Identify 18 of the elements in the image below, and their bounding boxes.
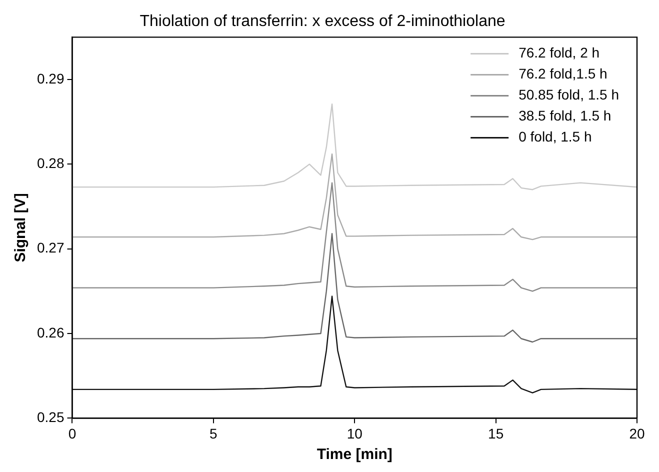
x-tick-label: 10: [346, 425, 363, 442]
y-tick-label: 0.27: [37, 240, 64, 256]
x-tick-label: 5: [210, 425, 218, 442]
x-axis-title: Time [min]: [316, 446, 392, 464]
y-tick-label: 0.26: [37, 324, 64, 340]
legend-label: 76.2 fold, 2 h: [518, 44, 600, 61]
y-tick-label: 0.25: [37, 409, 64, 426]
x-tick-label: 20: [629, 425, 645, 442]
chart-title: Thiolation of transferrin: x excess of 2-iminothiolane: [140, 13, 506, 30]
x-tick-label: 0: [68, 425, 76, 442]
legend-label: 38.5 fold, 1.5 h: [518, 108, 612, 124]
y-axis-title: Signal [V]: [12, 193, 30, 262]
x-tick-label: 15: [488, 425, 504, 442]
y-tick-label: 0.28: [37, 155, 64, 172]
legend-label: 50.85 fold, 1.5 h: [518, 86, 620, 103]
y-tick-label: 0.29: [37, 70, 64, 86]
legend-label: 0 fold, 1.5 h: [518, 128, 592, 145]
legend-label: 76.2 fold,1.5 h: [518, 66, 608, 82]
